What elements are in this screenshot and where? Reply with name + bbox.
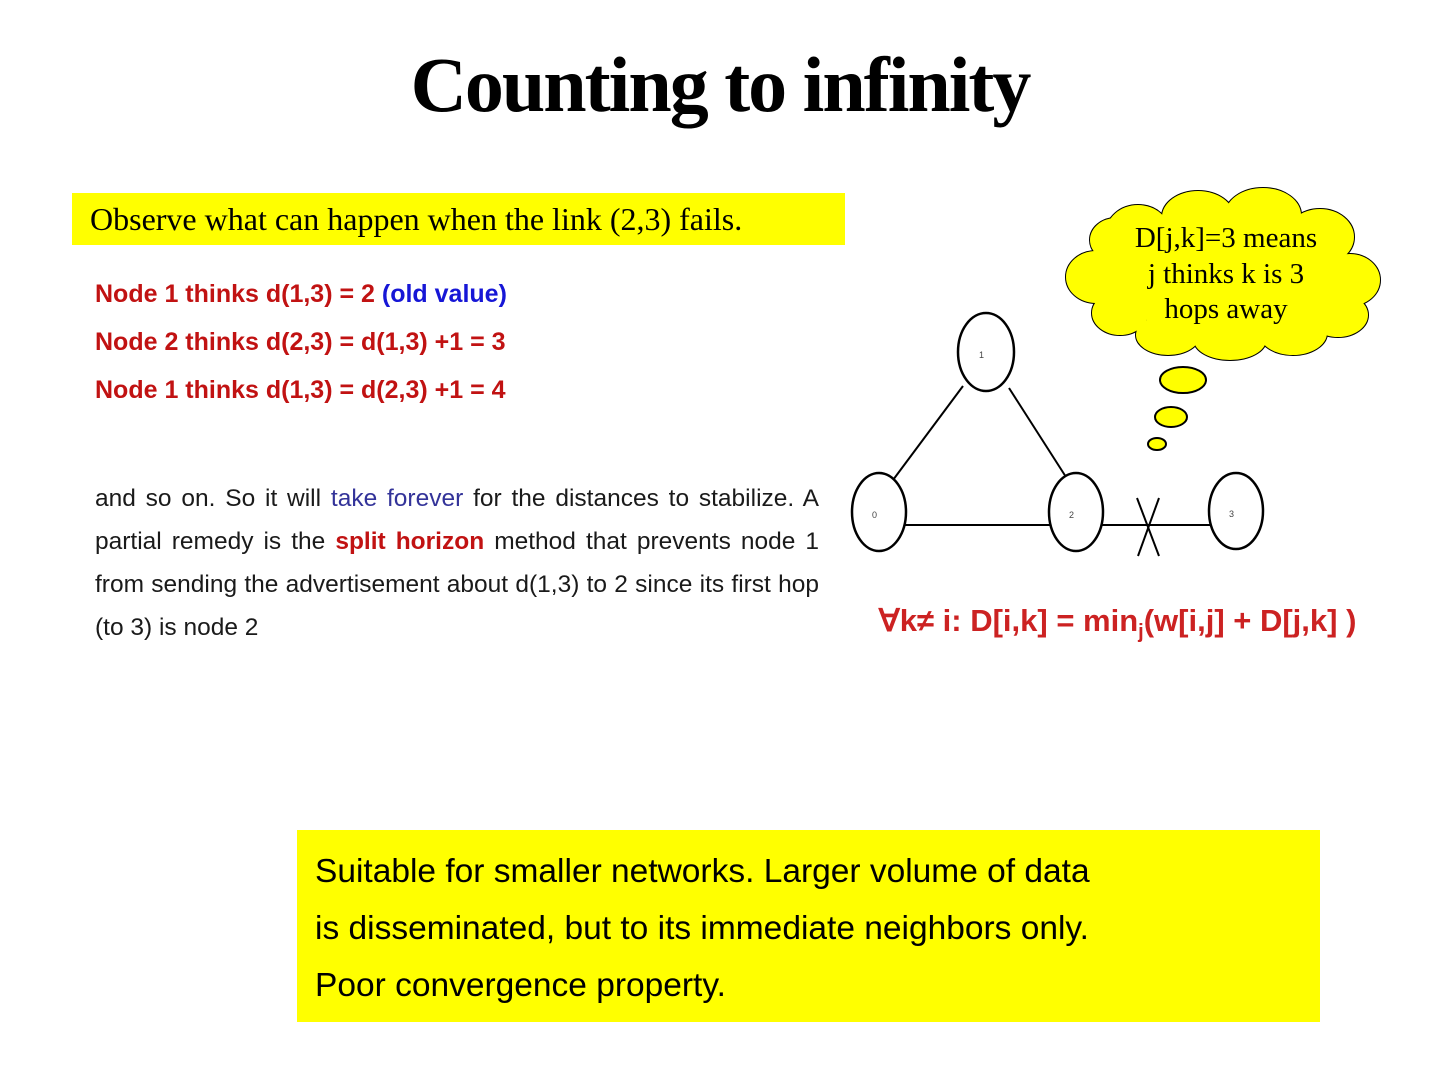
claim-line-2: Node 2 thinks d(2,3) = d(1,3) +1 = 3: [95, 328, 506, 356]
thought-bubble-line-1: D[j,k]=3 means: [1135, 222, 1317, 254]
formula-subscript: j: [1138, 621, 1144, 644]
paragraph-part-2: for the distances to stabilize. A partia…: [95, 485, 819, 555]
summary-box: Suitable for smaller networks. Larger vo…: [297, 830, 1320, 1022]
highlight-banner-text: Observe what can happen when the link (2…: [90, 201, 743, 237]
thought-bubble-outline: [1065, 187, 1381, 361]
node-0-label: 0: [872, 510, 877, 520]
node-0: [850, 471, 908, 553]
bellman-ford-formula: ∀k≠ i: D[i,k] = minj(w[i,j] + D[j,k] ): [845, 603, 1390, 644]
highlight-banner: Observe what can happen when the link (2…: [72, 193, 845, 245]
link-1-2: [1008, 387, 1067, 478]
broken-link-x-icon: [1136, 497, 1160, 557]
node-3-label: 3: [1229, 509, 1234, 519]
node-1: [956, 311, 1016, 393]
link-0-1: [892, 385, 964, 481]
summary-line-2: is disseminated, but to its immediate ne…: [315, 910, 1089, 947]
summary-line-3: Poor convergence property.: [315, 967, 726, 1004]
node-3: [1207, 471, 1265, 551]
page-title: Counting to infinity: [410, 41, 1032, 128]
claim-line-1: Node 1 thinks d(1,3) = 2 (old value): [95, 281, 507, 308]
node-1-label: 1: [979, 350, 984, 360]
summary-line-1: Suitable for smaller networks. Larger vo…: [315, 853, 1090, 890]
explanation-paragraph: and so on. So it will take forever for t…: [95, 477, 819, 649]
formula-post: (w[i,j] + D[j,k] ): [1143, 603, 1357, 638]
thought-bubble-line-3: hops away: [1164, 293, 1288, 325]
claim-line-1-red: Node 1 thinks d(1,3) = 2: [95, 280, 382, 308]
claim-line-1-blue: (old value): [381, 280, 507, 308]
formula-pre: ∀k≠ i: D[i,k] = min: [878, 603, 1139, 638]
paragraph-part-3: method that prevents node 1 from sending…: [95, 528, 820, 641]
paragraph-red-phrase: split horizon: [335, 528, 485, 555]
paragraph-blue-phrase: take forever: [330, 485, 464, 512]
thought-bubble-line-2: j thinks k is 3: [1147, 258, 1304, 290]
network-diagram: 0 1 2 3: [850, 311, 1265, 557]
thought-trail-bubble-large: [1159, 366, 1207, 394]
paragraph-part-1: and so on. So it will: [95, 485, 331, 512]
node-2: [1047, 471, 1105, 553]
node-2-label: 2: [1069, 510, 1074, 520]
claim-line-3: Node 1 thinks d(1,3) = d(2,3) +1 = 4: [95, 376, 506, 404]
thought-trail-bubble-medium: [1154, 406, 1188, 428]
thought-trail-bubble-small: [1147, 437, 1167, 451]
thought-bubble: D[j,k]=3 means j thinks k is 3 hops away: [1065, 187, 1381, 451]
claims-block: Node 1 thinks d(1,3) = 2 (old value) Nod…: [95, 281, 507, 404]
